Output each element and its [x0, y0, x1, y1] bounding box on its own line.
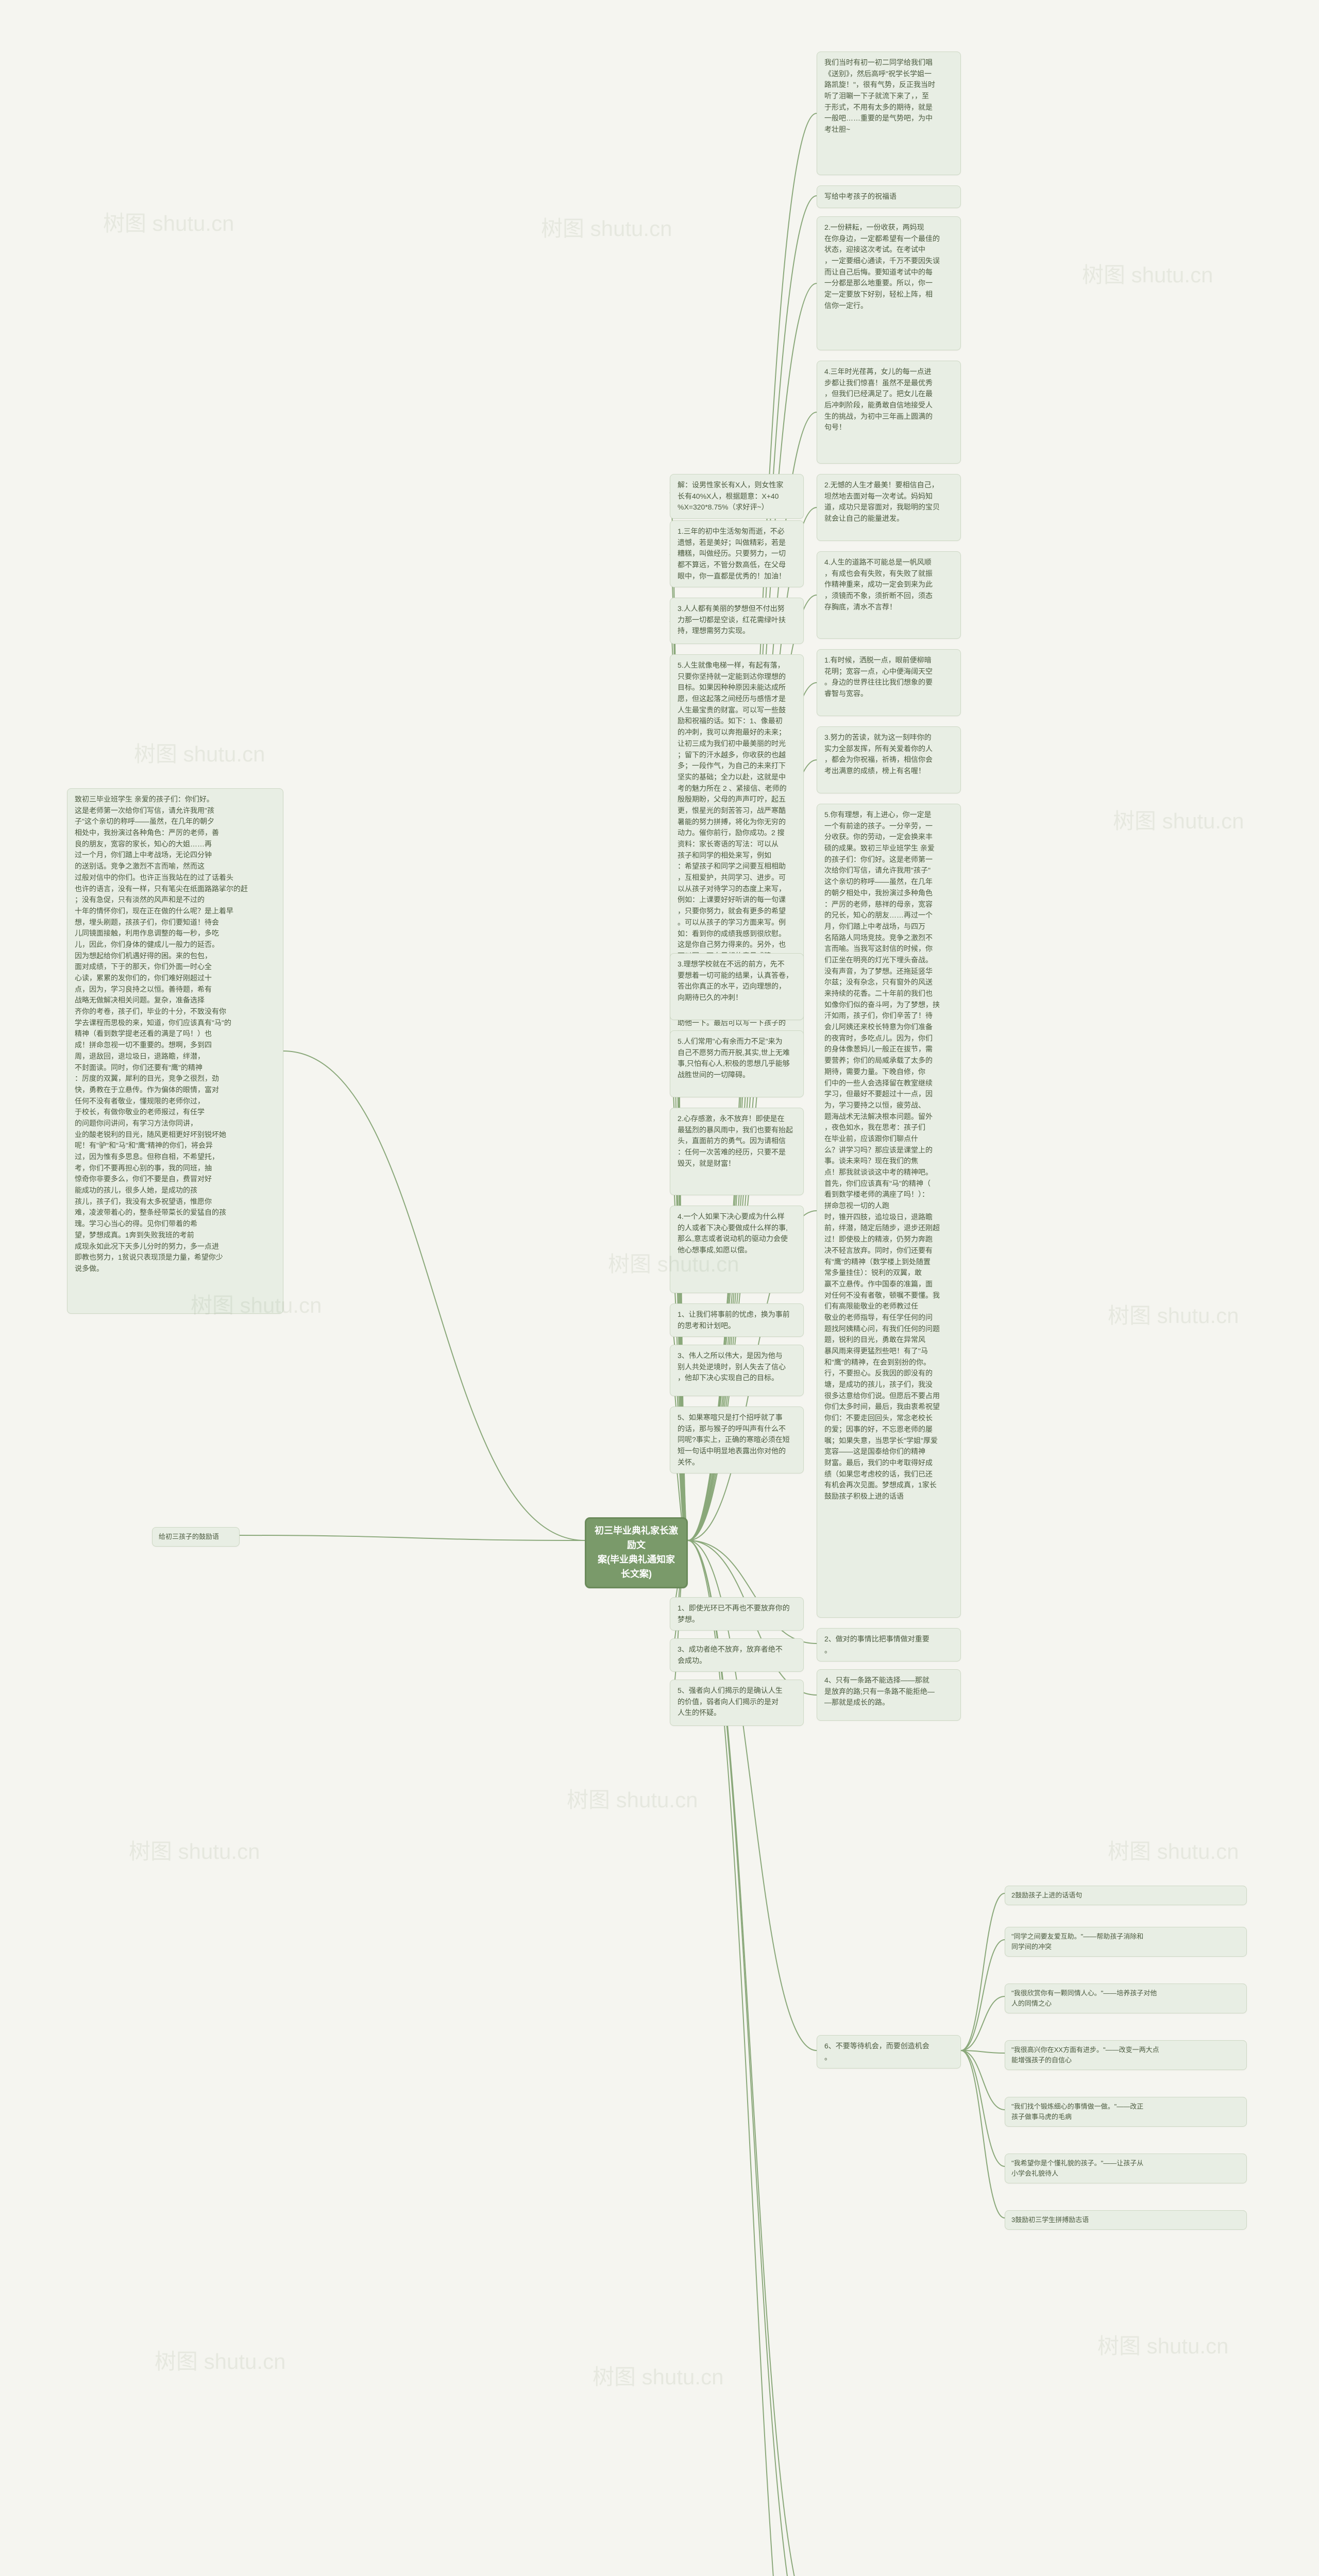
- mindmap-node: 我们当时有初一初二同学给我们唱 《送别》，然后高呼"祝学长学姐一 路凯旋！"，很…: [817, 52, 961, 175]
- connector: [961, 1996, 1005, 2050]
- watermark: 树图 shutu.cn: [567, 1783, 698, 1814]
- watermark: 树图 shutu.cn: [1113, 804, 1244, 835]
- mindmap-node: "我们找个锻炼细心的事情做一做。"——改正 孩子做事马虎的毛病: [1005, 2097, 1247, 2127]
- mindmap-node: 1、即使光环已不再也不要放弃你的 梦想。: [670, 1597, 804, 1631]
- mindmap-node: 3、成功者绝不放弃，放弃者绝不 会成功。: [670, 1638, 804, 1672]
- connector: [961, 1940, 1005, 2050]
- mindmap-node: 5.你有理想，有上进心，你一定是 一个有前途的孩子。一分辛劳，一 分收获。你的劳…: [817, 804, 961, 1618]
- connector: [240, 1535, 585, 1540]
- mindmap-node: 2、做对的事情比把事情做对重要 。: [817, 1628, 961, 1662]
- connector: [961, 2050, 1005, 2110]
- mindmap-node: 3、伟人之所以伟大，是因为他与 别人共处逆境时，别人失去了信心 ，他却下决心实现…: [670, 1345, 804, 1396]
- watermark: 树图 shutu.cn: [1097, 2329, 1228, 2360]
- connector: [283, 1051, 585, 1540]
- mindmap-node: 1.有时候，洒脱一点，眼前便柳暗 花明；宽容一点，心中便海阔天空 。身边的世界往…: [817, 649, 961, 716]
- watermark: 树图 shutu.cn: [541, 211, 672, 243]
- mindmap-node: 5、强者向人们揭示的是确认人生 的价值，弱者向人们揭示的是对 人生的怀疑。: [670, 1680, 804, 1726]
- mindmap-node: 解：设男性家长有X人，则女性家 长有40%X人，根据题意：X+40 %X=320…: [670, 474, 804, 519]
- connector: [961, 1893, 1005, 2050]
- mindmap-node: "我很高兴你在XX方面有进步。"——改变一两大点 能增强孩子的自信心: [1005, 2040, 1247, 2070]
- watermark: 树图 shutu.cn: [1082, 258, 1213, 289]
- mindmap-node: 4、只有一条路不能选择——那就 是放弃的路;只有一条路不能拒绝— —那就是成长的…: [817, 1669, 961, 1721]
- mindmap-node: 4.人生的道路不可能总是一帆风顺 ，有成也会有失败，有失败了就振 作精神重来，成…: [817, 551, 961, 639]
- mindmap-node: 给初三孩子的鼓励语: [152, 1527, 240, 1547]
- mindmap-node: 1、让我们将事前的忧虑，换为事前 的思考和计划吧。: [670, 1303, 804, 1337]
- mindmap-node: 4.一个人如果下决心要成为什么样 的人或者下决心要做成什么样的事, 那么,意志或…: [670, 1206, 804, 1293]
- mindmap-node: 1.三年的初中生活匆匆而逝，不必 遗憾，若是美好；叫做精彩，若是 糟糕，叫做经历…: [670, 520, 804, 587]
- mindmap-node: 4.三年时光荏苒，女儿的每一点进 步都让我们惊喜！虽然不是最优秀 ，但我们已经满…: [817, 361, 961, 464]
- mindmap-node: 2.心存感激，永不放弃！即使是在 最猛烈的暴风雨中，我们也要有抬起 头，直面前方…: [670, 1108, 804, 1195]
- watermark: 树图 shutu.cn: [134, 737, 265, 768]
- mindmap-node: "同学之间要友爱互助。"——帮助孩子消除和 同学间的冲突: [1005, 1927, 1247, 1957]
- watermark: 树图 shutu.cn: [155, 2344, 285, 2376]
- watermark: 树图 shutu.cn: [1108, 1298, 1239, 1330]
- mindmap-node: "我希望你是个懂礼貌的孩子。"——让孩子从 小学会礼貌待人: [1005, 2154, 1247, 2183]
- watermark: 树图 shutu.cn: [103, 206, 234, 238]
- connector: [961, 2050, 1005, 2053]
- mindmap-node: 2鼓励孩子上进的话语句: [1005, 1886, 1247, 1905]
- mindmap-node: 2.无憾的人生才最美！要相信自己， 坦然地去面对每一次考试。妈妈知 道，成功只是…: [817, 474, 961, 541]
- watermark: 树图 shutu.cn: [129, 1834, 260, 1866]
- mindmap-node: 3.努力的苦读，就为这一刻㕩你的 实力全部发挥，所有关爱着你的人 ，都会为你祝福…: [817, 726, 961, 793]
- connector: [961, 2050, 1005, 2218]
- mindmap-node: 写给中考孩子的祝福语: [817, 185, 961, 208]
- mindmap-node: "我很欣赏你有一颗同情人心。"——培养孩子对他 人的同情之心: [1005, 1984, 1247, 2013]
- mindmap-node: 3.人人都有美丽的梦想但不付出努 力那一切都是空谈，红花需绿叶扶 持，理想需努力…: [670, 598, 804, 644]
- mindmap-node: 致初三毕业班学生 亲爱的孩子们：你们好。 这是老师第一次给你们写信，请允许我用"…: [67, 788, 283, 1314]
- mindmap-node: 5、如果寒喧只是打个招呼就了事 的话，那与猴子的呼叫声有什么不 同呢?事实上，正…: [670, 1406, 804, 1473]
- mindmap-node: 2.一份耕耘，一份收获，两妈现 在你身边，一定都希望有一个最佳的 状态，迎接这次…: [817, 216, 961, 350]
- connector: [961, 2050, 1005, 2166]
- watermark: 树图 shutu.cn: [1108, 1834, 1239, 1866]
- watermark: 树图 shutu.cn: [593, 2360, 723, 2391]
- mindmap-node: 初三毕业典礼家长激励文 案(毕业典礼通知家长文案): [585, 1517, 688, 1588]
- mindmap-node: 6、不要等待机会，而要创造机会 。: [817, 2035, 961, 2069]
- mindmap-node: 3.理想学校就在不远的前方，先不 要想着一切可能的结果，认真答卷， 答出你真正的…: [670, 953, 804, 1020]
- mindmap-node: 5.人们常用"心有余而力不足"来为 自己不愿努力而开脱,其实,世上无难 事,只怕…: [670, 1030, 804, 1097]
- mindmap-node: 3鼓励初三学生拼搏励志语: [1005, 2210, 1247, 2230]
